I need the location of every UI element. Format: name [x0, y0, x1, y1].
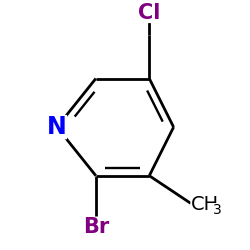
Text: Cl: Cl [138, 3, 160, 23]
Text: N: N [47, 115, 67, 139]
Text: 3: 3 [213, 203, 222, 217]
Text: Br: Br [83, 217, 109, 237]
Text: CH: CH [190, 195, 219, 214]
